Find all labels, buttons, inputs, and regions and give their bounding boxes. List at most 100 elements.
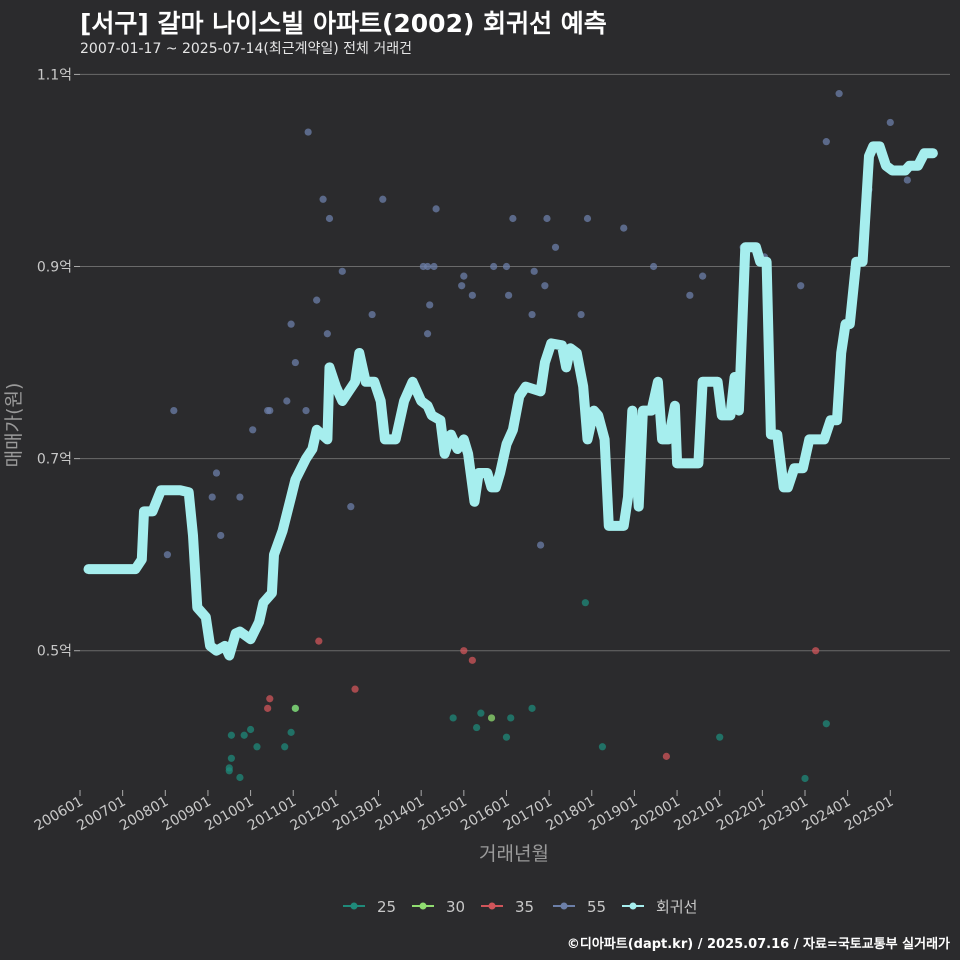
point-55	[379, 195, 387, 203]
point-55	[650, 262, 658, 271]
point-55	[249, 426, 257, 434]
legend-item-35: 35	[481, 898, 534, 916]
point-35	[662, 752, 670, 760]
trend-line	[83, 141, 938, 661]
point-55	[543, 214, 551, 223]
point-25	[246, 725, 255, 734]
point-25	[822, 720, 830, 728]
legend-swatch-dot	[488, 902, 496, 910]
legend: 25 30 35 55 회귀선	[343, 898, 697, 916]
point-55	[163, 551, 172, 559]
scatter-points	[163, 90, 911, 783]
point-55	[577, 310, 585, 319]
legend-label: 35	[515, 898, 534, 916]
point-55	[502, 262, 511, 271]
point-55	[302, 406, 310, 415]
point-55	[208, 493, 216, 501]
legend-item-30: 30	[412, 898, 465, 916]
legend-item-55: 55	[553, 898, 606, 916]
point-55	[347, 503, 355, 511]
point-55	[170, 406, 178, 415]
point-55	[797, 282, 805, 290]
point-25	[240, 731, 248, 739]
point-35	[264, 704, 272, 712]
point-35	[468, 656, 476, 664]
point-25	[801, 774, 809, 783]
point-25	[236, 773, 244, 782]
point-55	[323, 330, 331, 338]
point-55	[822, 138, 830, 146]
point-25	[281, 743, 289, 751]
point-55	[423, 262, 432, 271]
point-55	[287, 320, 295, 328]
x-axis: 2006012007012008012009012010012011012012…	[32, 790, 896, 835]
point-35	[315, 637, 323, 645]
point-35	[266, 695, 274, 703]
point-55	[319, 195, 327, 203]
point-55	[686, 291, 694, 299]
point-25	[477, 709, 485, 717]
legend-label: 55	[587, 898, 606, 916]
legend-swatch-dot	[629, 902, 637, 910]
point-25	[253, 743, 261, 751]
point-35	[351, 685, 359, 693]
point-25	[507, 714, 515, 722]
point-55	[886, 118, 894, 127]
point-55	[325, 214, 334, 223]
y-tick-label: 0.7억	[37, 452, 72, 468]
point-55	[903, 176, 911, 184]
legend-item-trend: 회귀선	[622, 898, 697, 916]
y-tick-label: 1.1억	[37, 67, 72, 83]
point-35	[460, 647, 468, 655]
point-25	[473, 723, 481, 732]
legend-item-25: 25	[343, 898, 396, 916]
point-55	[313, 296, 321, 304]
point-25	[581, 599, 589, 607]
point-55	[541, 282, 549, 290]
point-30	[487, 714, 496, 722]
y-axis: 0.5억 0.7억 0.9억 1.1억	[37, 67, 80, 660]
point-25	[502, 733, 511, 741]
point-55	[426, 301, 434, 309]
point-55	[266, 406, 274, 415]
point-25	[528, 704, 536, 712]
point-25	[598, 743, 607, 751]
point-55	[583, 214, 592, 223]
point-35	[812, 647, 820, 655]
point-30	[291, 704, 299, 712]
grid-lines	[80, 73, 950, 652]
point-25	[287, 728, 295, 736]
y-axis-label: 매매가(원)	[3, 383, 25, 468]
point-55	[505, 291, 513, 299]
chart-subtitle: 2007-01-17 ~ 2025-07-14(최근계약일) 전체 거래건	[80, 41, 412, 57]
point-55	[528, 310, 536, 319]
point-55	[620, 224, 628, 232]
point-55	[835, 90, 843, 98]
x-axis-label: 거래년월	[479, 843, 549, 865]
chart-title: [서구] 갈마 나이스빌 아파트(2002) 회귀선 예측	[80, 9, 607, 38]
legend-swatch-dot	[560, 902, 568, 910]
point-25	[225, 767, 233, 775]
point-55	[291, 358, 299, 367]
point-25	[227, 754, 235, 762]
point-55	[430, 262, 438, 271]
point-55	[468, 291, 476, 299]
legend-swatch-dot	[419, 902, 427, 910]
point-25	[449, 714, 457, 722]
point-55	[236, 493, 244, 501]
y-tick-label: 0.5억	[37, 644, 72, 660]
point-55	[509, 214, 517, 223]
point-55	[432, 205, 440, 213]
legend-label: 25	[377, 898, 396, 916]
point-55	[368, 310, 376, 319]
point-55	[458, 282, 466, 290]
x-tick-label: 202501	[842, 794, 896, 835]
point-55	[304, 128, 312, 136]
point-55	[490, 262, 498, 271]
point-55	[699, 272, 707, 280]
legend-swatch-dot	[350, 902, 358, 910]
point-55	[536, 541, 545, 549]
point-25	[227, 731, 235, 739]
legend-label: 회귀선	[656, 898, 697, 916]
